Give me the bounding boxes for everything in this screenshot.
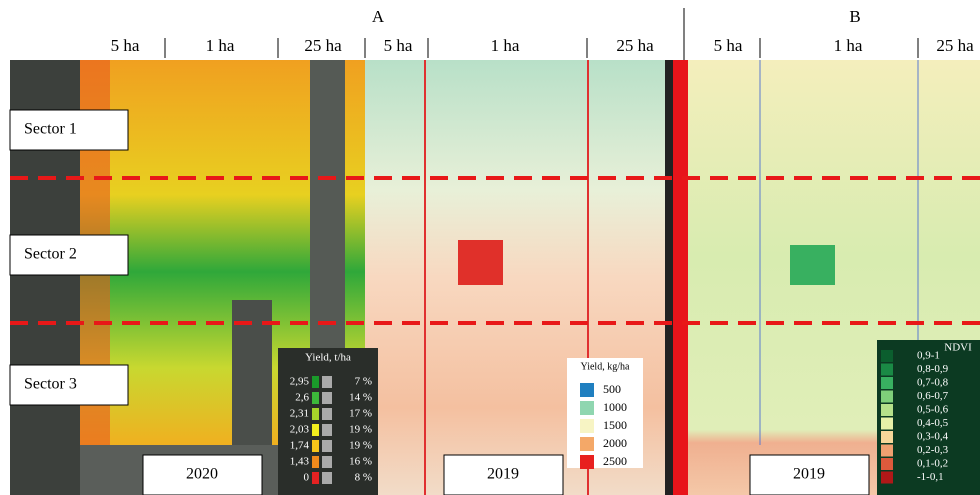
legend-value: 2,6 bbox=[295, 392, 309, 404]
legend-share: 16 % bbox=[349, 456, 372, 468]
sector-label: Sector 1 bbox=[24, 121, 77, 138]
legend-label: 0,9-1 bbox=[917, 350, 940, 362]
legend-swatch bbox=[881, 364, 893, 376]
legend-swatch bbox=[580, 383, 594, 397]
legend-swatch bbox=[881, 472, 893, 484]
legend-swatch bbox=[580, 437, 594, 451]
legend-label: 0,7-0,8 bbox=[917, 377, 949, 389]
legend-label: 0,8-0,9 bbox=[917, 363, 949, 375]
legend-label: 2000 bbox=[603, 436, 627, 450]
legend-swatch bbox=[881, 404, 893, 416]
legend-title: Yield, t/ha bbox=[305, 352, 351, 364]
panel-label: B bbox=[849, 7, 860, 26]
legend-label: 0,1-0,2 bbox=[917, 458, 948, 470]
legend-swatch bbox=[881, 458, 893, 470]
legend-label: -1-0,1 bbox=[917, 471, 944, 483]
legend-title: Yield, kg/ha bbox=[581, 361, 630, 372]
legend-bar bbox=[322, 440, 332, 452]
legend-swatch bbox=[881, 377, 893, 389]
plot-separators bbox=[165, 38, 918, 58]
legend-swatch bbox=[312, 440, 319, 452]
plot-size-label: 1 ha bbox=[834, 36, 863, 55]
year-label: 2019 bbox=[793, 466, 825, 483]
plot-size-label: 25 ha bbox=[616, 36, 654, 55]
legend-swatch bbox=[881, 418, 893, 430]
legend-share: 19 % bbox=[349, 424, 372, 436]
legend-swatch bbox=[881, 350, 893, 362]
legend-value: 2,95 bbox=[290, 376, 310, 388]
legend-label: 1500 bbox=[603, 418, 627, 432]
imagery bbox=[10, 60, 980, 495]
legend-title: NDVI bbox=[944, 342, 972, 354]
plot-size-label: 5 ha bbox=[384, 36, 413, 55]
legend-swatch bbox=[881, 431, 893, 443]
legend-label: 500 bbox=[603, 382, 621, 396]
plot-size-label: 25 ha bbox=[936, 36, 974, 55]
legend-value: 2,03 bbox=[290, 424, 310, 436]
legend-label: 0,6-0,7 bbox=[917, 390, 949, 402]
legend-bar bbox=[322, 376, 332, 388]
legend-swatch bbox=[312, 392, 319, 404]
panel-label: A bbox=[372, 7, 385, 26]
sector-label: Sector 3 bbox=[24, 376, 77, 393]
legend-swatch bbox=[580, 455, 594, 469]
legend-label: 0,3-0,4 bbox=[917, 431, 949, 443]
plot-size-label: 5 ha bbox=[714, 36, 743, 55]
legend-label: 0,2-0,3 bbox=[917, 444, 949, 456]
year-label: 2019 bbox=[487, 466, 519, 483]
legend-value: 1,74 bbox=[290, 440, 310, 452]
legend-label: 0,4-0,5 bbox=[917, 417, 949, 429]
legend-bar bbox=[322, 472, 332, 484]
legend-share: 8 % bbox=[355, 472, 372, 484]
figure: A B 5 ha 1 ha 25 ha 5 ha 1 ha 25 ha 5 ha 1 ha 25… bbox=[0, 0, 980, 495]
plot-size-label: 1 ha bbox=[206, 36, 235, 55]
legend-bar bbox=[322, 424, 332, 436]
legend-swatch bbox=[312, 424, 319, 436]
legend-label: 0,5-0,6 bbox=[917, 404, 949, 416]
sector-label: Sector 2 bbox=[24, 246, 77, 263]
legend-swatch bbox=[881, 391, 893, 403]
legend-swatch bbox=[312, 408, 319, 420]
legend-swatch bbox=[580, 401, 594, 415]
legend-bar bbox=[322, 456, 332, 468]
legend-value: 0 bbox=[304, 472, 310, 484]
legend-label: 1000 bbox=[603, 400, 627, 414]
legend-swatch bbox=[580, 419, 594, 433]
legend-bar bbox=[322, 392, 332, 404]
year-label: 2020 bbox=[186, 466, 218, 483]
legend-share: 14 % bbox=[349, 392, 372, 404]
legend-value: 1,43 bbox=[290, 456, 310, 468]
legend-share: 7 % bbox=[355, 376, 372, 388]
plot-size-label: 25 ha bbox=[304, 36, 342, 55]
legend-swatch bbox=[312, 472, 319, 484]
legend-share: 19 % bbox=[349, 440, 372, 452]
legend-value: 2,31 bbox=[290, 408, 309, 420]
legend-label: 2500 bbox=[603, 454, 627, 468]
legend-swatch bbox=[312, 456, 319, 468]
legend-bar bbox=[322, 408, 332, 420]
plot-size-label: 1 ha bbox=[491, 36, 520, 55]
legend-swatch bbox=[312, 376, 319, 388]
legend-share: 17 % bbox=[349, 408, 372, 420]
legend-swatch bbox=[881, 445, 893, 457]
plot-size-label: 5 ha bbox=[111, 36, 140, 55]
